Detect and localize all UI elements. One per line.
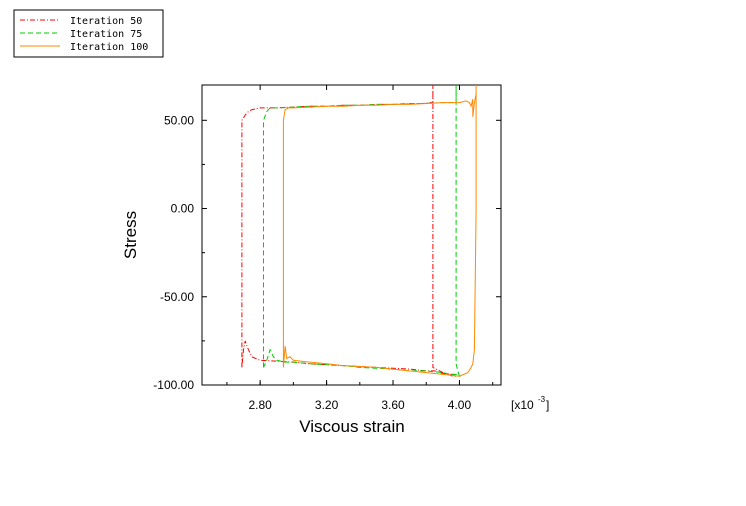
axis-ticks: [202, 85, 501, 386]
x-multiplier-base: [x10: [511, 398, 534, 412]
legend-label-iteration-100: Iteration 100: [70, 42, 148, 53]
series-line-iteration-100: [282, 85, 477, 377]
x-axis-multiplier: [x10 -3 ]: [511, 395, 549, 412]
series-line-iteration-50: [241, 85, 458, 377]
x-tick-label: 4.00: [448, 398, 472, 412]
x-multiplier-exponent: -3: [538, 395, 546, 404]
x-tick-label: 2.80: [248, 398, 272, 412]
plot-frame: [201, 84, 502, 386]
y-tick-label: 50.00: [164, 113, 194, 127]
legend-label-iteration-50: Iteration 50: [70, 16, 142, 27]
x-axis-title: Viscous strain: [299, 417, 405, 436]
y-axis-title: Stress: [121, 211, 140, 259]
series-layer: [241, 85, 477, 378]
y-tick-label: 0.00: [171, 202, 195, 216]
x-tick-label: 3.60: [381, 398, 405, 412]
tick-labels: 2.80 3.20 3.60 4.00 -100.00 -50.00 0.00 50.00: [153, 113, 471, 412]
series-line-iteration-75: [263, 85, 461, 378]
legend: Iteration 50 Iteration 75 Iteration 100: [13, 9, 164, 58]
x-multiplier-close: ]: [546, 398, 549, 412]
y-tick-label: -100.00: [153, 378, 194, 392]
legend-label-iteration-75: Iteration 75: [70, 29, 142, 40]
y-tick-label: -50.00: [160, 290, 194, 304]
x-tick-label: 3.20: [315, 398, 339, 412]
